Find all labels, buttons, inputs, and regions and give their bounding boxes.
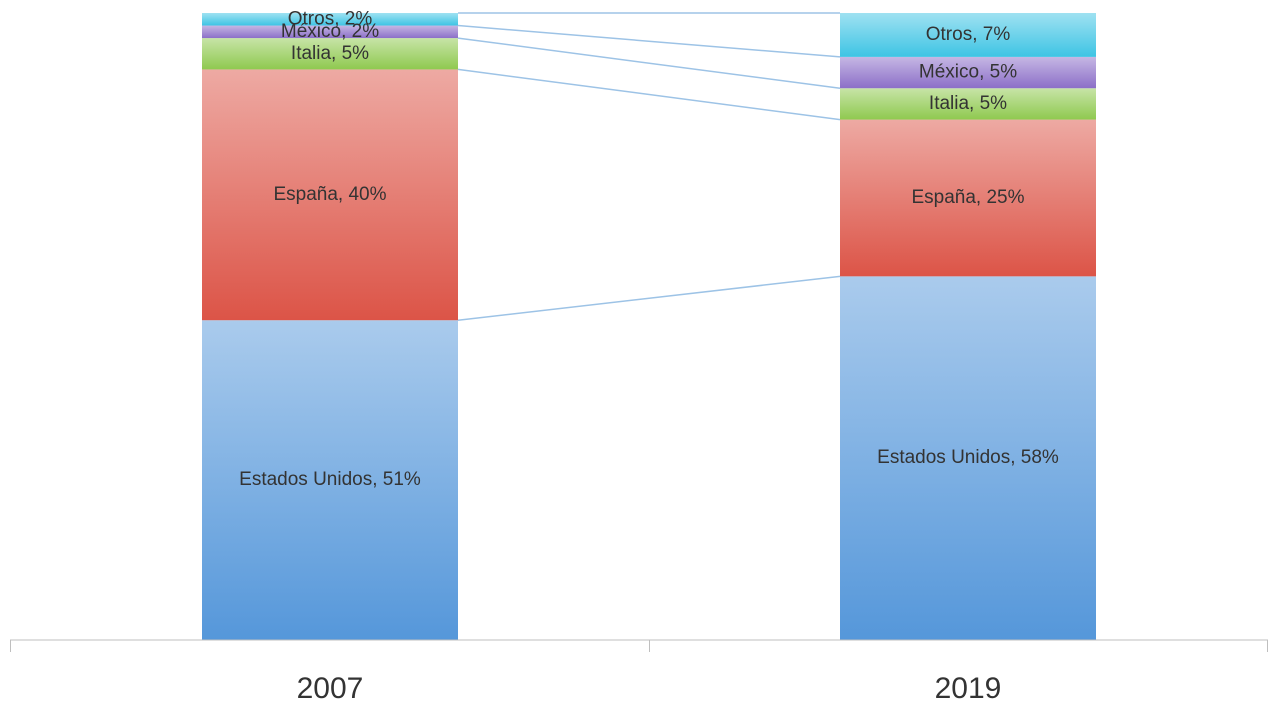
bar-segment <box>840 56 1096 89</box>
bar-segment <box>840 13 1096 57</box>
series-connector <box>457 24 841 58</box>
bar-segment <box>840 119 1096 277</box>
series-connector <box>457 37 841 89</box>
x-tick-label: 2019 <box>935 672 1002 705</box>
bar-segment <box>202 13 458 26</box>
data-label: Italia, 5% <box>929 93 1007 114</box>
data-label: España, 25% <box>911 187 1024 208</box>
bar-segment <box>202 38 458 70</box>
data-label: España, 40% <box>273 184 386 205</box>
data-label: México, 5% <box>919 62 1017 83</box>
data-label: Otros, 2% <box>288 8 373 29</box>
bar-segment <box>202 25 458 39</box>
x-tick-label: 2007 <box>297 672 364 705</box>
series-connector <box>457 275 841 321</box>
bar-segment <box>840 276 1096 640</box>
series-connector <box>457 68 841 121</box>
bar-segment <box>840 88 1096 120</box>
data-label: Estados Unidos, 58% <box>877 447 1059 468</box>
data-label: Estados Unidos, 51% <box>239 469 421 490</box>
bar-segment <box>202 69 458 321</box>
data-label: México, 2% <box>281 21 379 42</box>
bar-segment <box>202 320 458 640</box>
data-label: Otros, 7% <box>926 24 1011 45</box>
data-label: Italia, 5% <box>291 43 369 64</box>
